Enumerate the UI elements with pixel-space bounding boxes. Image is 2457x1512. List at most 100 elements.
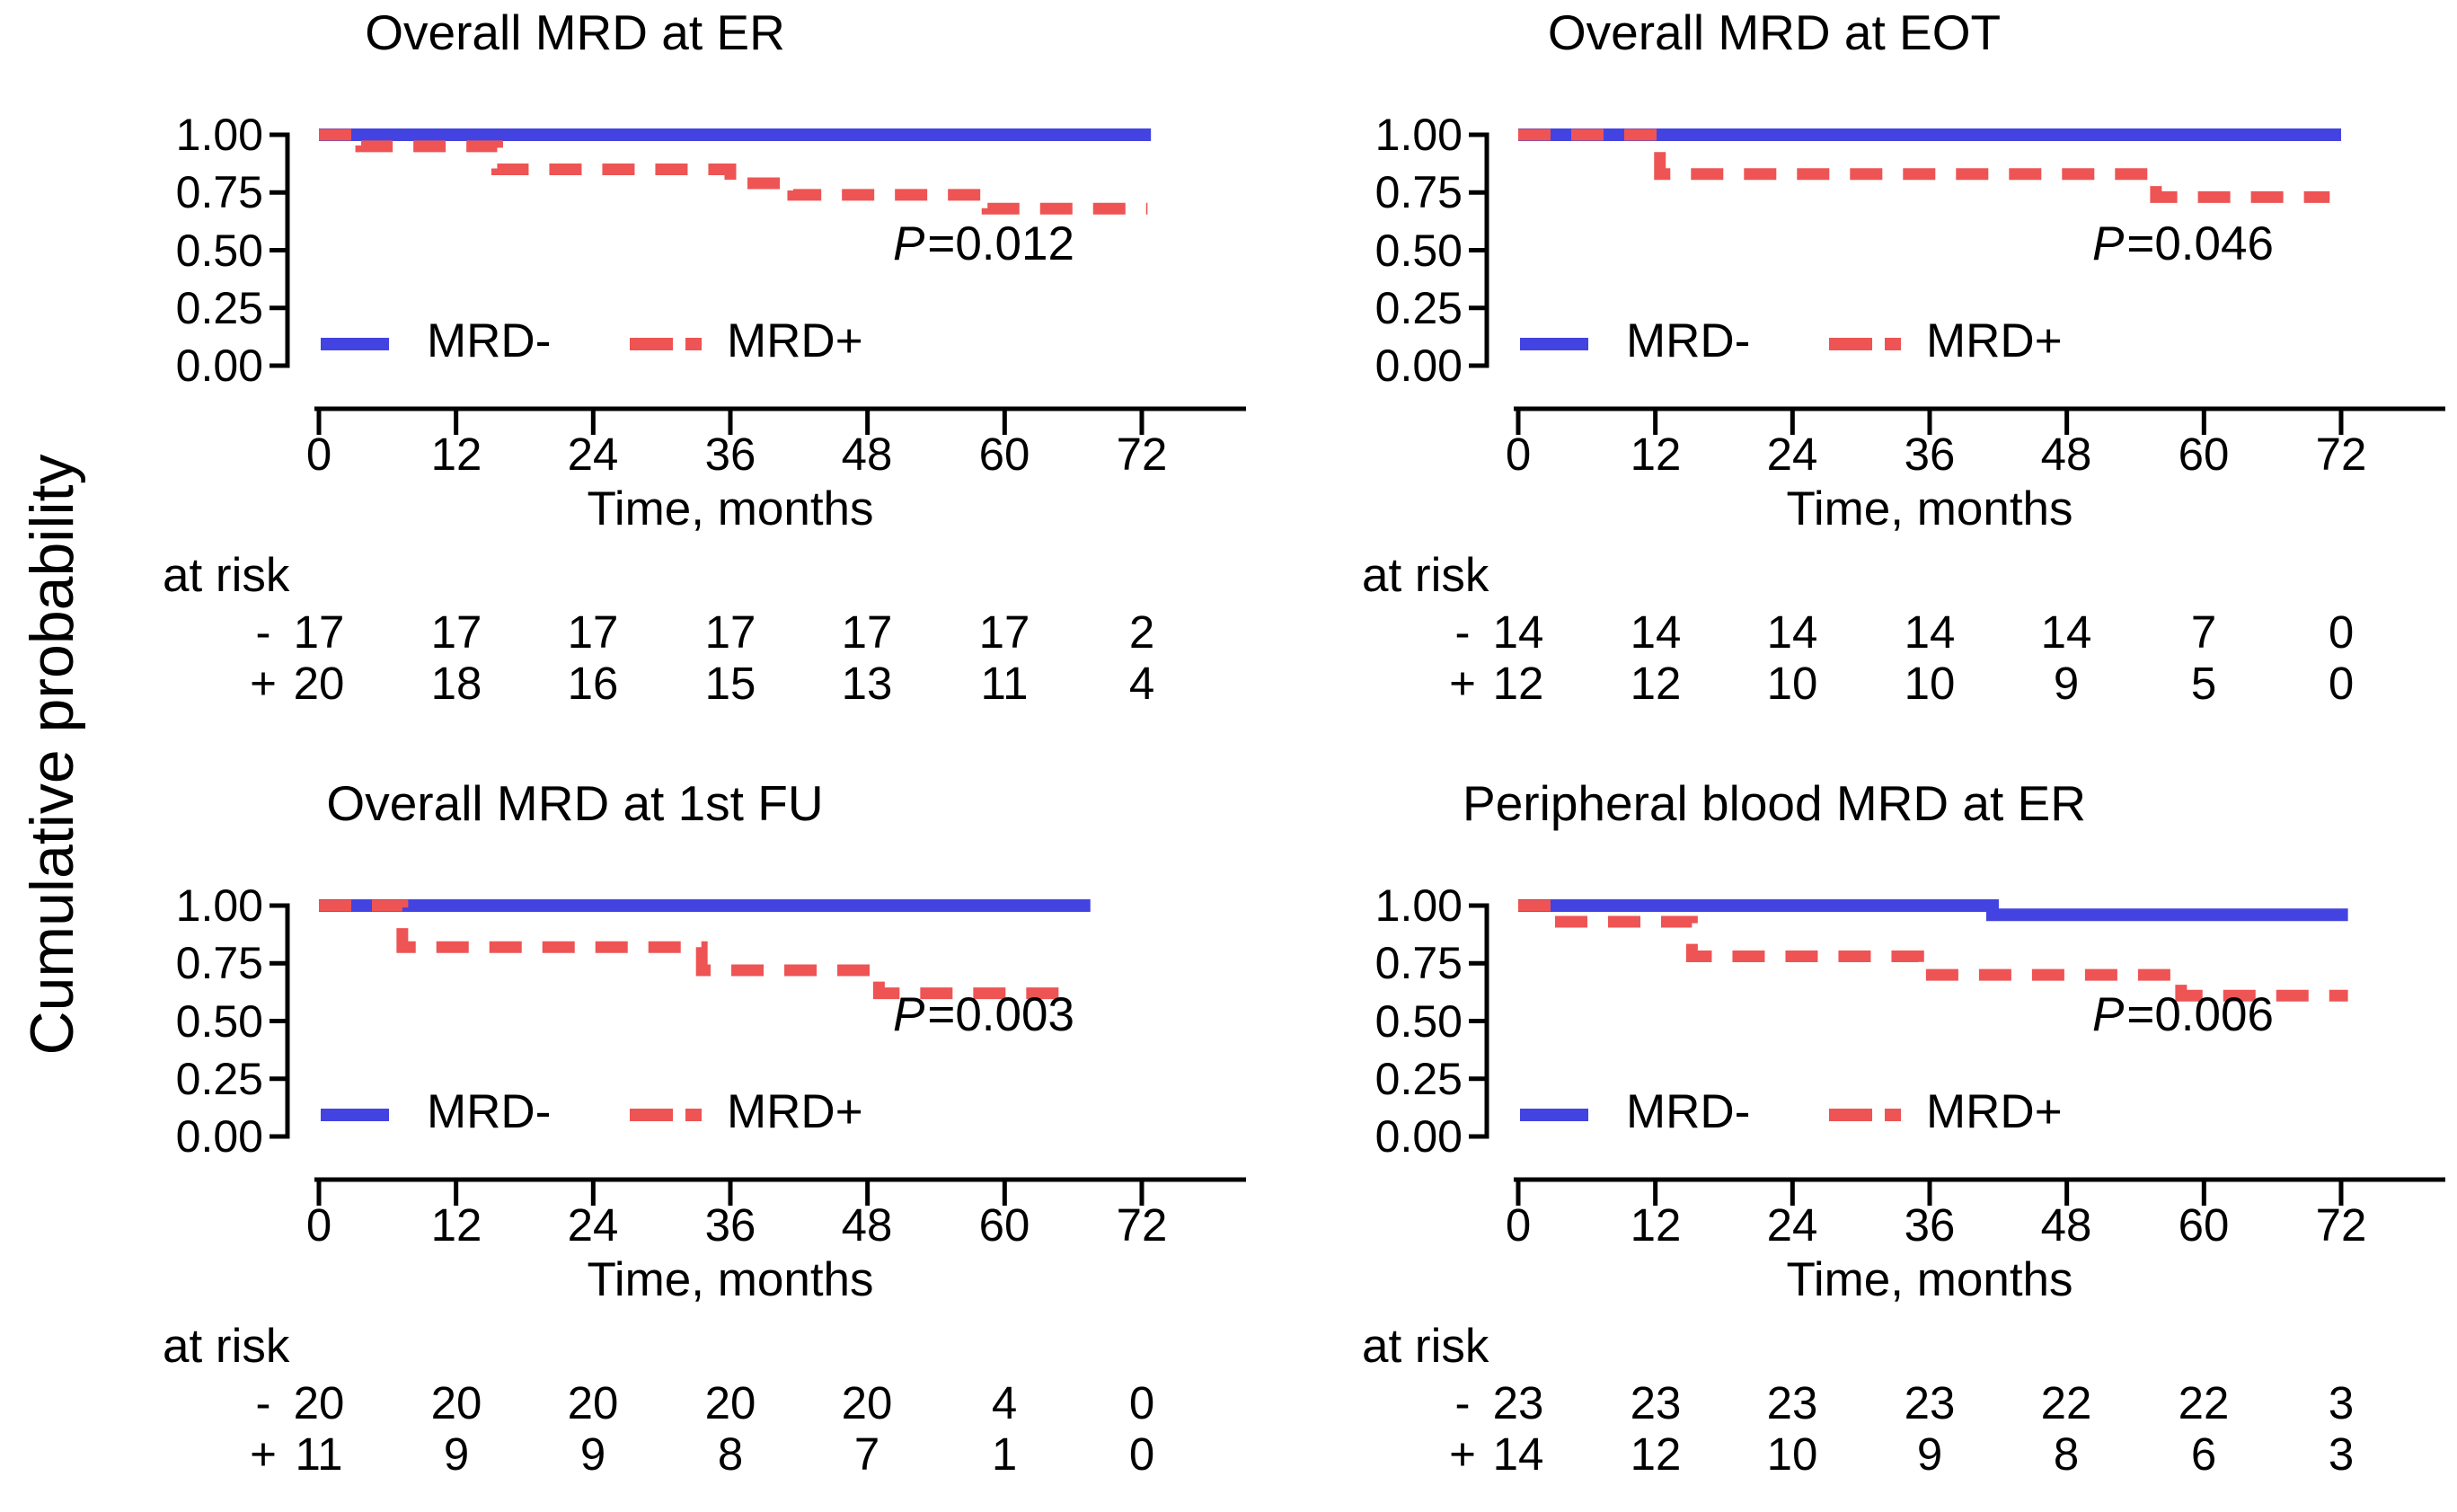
risk-count: 17 <box>841 606 893 658</box>
y-tick-label: 0.75 <box>175 938 263 988</box>
risk-count: 20 <box>567 1377 619 1428</box>
risk-count: 9 <box>579 1428 606 1480</box>
legend-label-mrd-negative: MRD- <box>427 1085 552 1138</box>
mrd-positive-swatch <box>630 1109 702 1121</box>
risk-count: 23 <box>1904 1377 1956 1428</box>
risk-count: 23 <box>1492 1377 1544 1428</box>
x-tick-labels: 0 12 24 36 48 60 72 <box>130 429 1258 480</box>
risk-row-sign: + <box>250 1428 277 1480</box>
p-symbol: P <box>2092 988 2125 1041</box>
legend-label-mrd-positive: MRD+ <box>727 314 863 367</box>
risk-count: 9 <box>2053 658 2080 709</box>
y-tick-label: 1.00 <box>1374 880 1463 931</box>
risk-row-sign: - <box>1454 606 1471 658</box>
risk-row-sign: - <box>255 606 271 658</box>
risk-count: 12 <box>1630 658 1682 709</box>
risk-count: 3 <box>2328 1377 2355 1428</box>
risk-row-negative: - 20 20 20 20 20 4 0 <box>130 1378 1258 1428</box>
risk-count: 16 <box>567 658 619 709</box>
x-tick-label: 48 <box>841 429 893 480</box>
risk-count: 1 <box>991 1428 1018 1480</box>
km-plot <box>1469 128 2445 435</box>
x-tick-label: 0 <box>1505 429 1532 480</box>
y-tick-label: 0.75 <box>1374 167 1463 217</box>
risk-count: 23 <box>1630 1377 1682 1428</box>
risk-count: 14 <box>1492 1428 1544 1480</box>
y-tick-label: 1.00 <box>175 110 263 160</box>
risk-count: 12 <box>1630 1428 1682 1480</box>
mrd-positive-swatch <box>1829 1109 1901 1121</box>
risk-count: 17 <box>704 606 756 658</box>
risk-count: 17 <box>978 606 1030 658</box>
risk-count: 9 <box>1916 1428 1943 1480</box>
mrd-negative-swatch <box>321 338 389 350</box>
risk-count: 9 <box>443 1428 470 1480</box>
x-tick-label: 72 <box>2315 429 2367 480</box>
km-plot <box>270 128 1246 435</box>
y-tick-label: 1.00 <box>1374 110 1463 160</box>
risk-row-sign: + <box>1449 658 1476 709</box>
risk-count: 0 <box>2328 658 2355 709</box>
mrd-positive-swatch <box>1829 338 1901 350</box>
panel-overall-mrd-at-er: Overall MRD at ER 1.00 0.75 0.50 0.25 0.… <box>130 0 1258 741</box>
y-tick-label: 0.25 <box>1374 283 1463 333</box>
mrd-negative-swatch <box>1520 1109 1588 1121</box>
x-tick-label: 72 <box>2315 1199 2367 1251</box>
risk-count: 0 <box>1128 1377 1155 1428</box>
y-tick-label: 0.00 <box>1374 340 1463 391</box>
risk-count: 4 <box>991 1377 1018 1428</box>
at-risk-label: at risk <box>1362 1320 1489 1373</box>
risk-row-negative: - 17 17 17 17 17 17 2 <box>130 607 1258 658</box>
risk-count: 11 <box>980 658 1029 709</box>
mrd-negative-swatch <box>321 1109 389 1121</box>
panel-title: Overall MRD at ER <box>365 4 785 60</box>
mrd-positive-curve <box>319 128 1148 215</box>
km-plot <box>270 899 1246 1206</box>
legend-label-mrd-positive: MRD+ <box>1926 1085 2063 1138</box>
p-value-text: =0.012 <box>927 217 1074 270</box>
risk-count: 20 <box>293 1377 345 1428</box>
x-tick-label: 36 <box>1904 1199 1956 1251</box>
p-value: P=0.003 <box>822 987 1145 1042</box>
p-symbol: P <box>2092 217 2125 270</box>
risk-count: 11 <box>295 1428 343 1480</box>
risk-count: 20 <box>704 1377 756 1428</box>
risk-count: 5 <box>2190 658 2217 709</box>
legend-label-mrd-negative: MRD- <box>1626 314 1751 367</box>
risk-count: 14 <box>1492 606 1544 658</box>
risk-count: 8 <box>2053 1428 2080 1480</box>
y-tick-label: 0.50 <box>1374 996 1463 1047</box>
risk-count: 17 <box>567 606 619 658</box>
risk-count: 6 <box>2190 1428 2217 1480</box>
y-tick-label: 0.75 <box>175 167 263 217</box>
x-tick-label: 48 <box>841 1199 893 1251</box>
risk-count: 18 <box>430 658 482 709</box>
risk-count: 2 <box>1128 606 1155 658</box>
risk-count: 22 <box>2178 1377 2230 1428</box>
risk-count: 20 <box>841 1377 893 1428</box>
risk-row-negative: - 23 23 23 23 22 22 3 <box>1330 1378 2457 1428</box>
risk-count: 10 <box>1766 1428 1818 1480</box>
legend-label-mrd-negative: MRD- <box>1626 1085 1751 1138</box>
y-tick-label: 0.50 <box>175 225 263 276</box>
x-axis-label: Time, months <box>587 1253 874 1306</box>
x-tick-label: 48 <box>2040 1199 2092 1251</box>
risk-row-sign: - <box>255 1377 271 1428</box>
risk-count: 10 <box>1904 658 1956 709</box>
x-tick-label: 72 <box>1116 429 1168 480</box>
risk-count: 14 <box>1630 606 1682 658</box>
mrd-positive-curve <box>1518 899 2348 1002</box>
risk-count: 20 <box>293 658 345 709</box>
at-risk-label: at risk <box>163 549 290 602</box>
at-risk-label: at risk <box>1362 549 1489 602</box>
panel-overall-mrd-at-1st-fu: Overall MRD at 1st FU 1.00 0.75 0.50 0.2… <box>130 771 1258 1512</box>
y-tick-label: 0.75 <box>1374 938 1463 988</box>
legend-label-mrd-negative: MRD- <box>427 314 552 367</box>
y-tick-label: 0.50 <box>175 996 263 1047</box>
x-tick-label: 36 <box>704 1199 756 1251</box>
mrd-negative-swatch <box>1520 338 1588 350</box>
x-tick-label: 0 <box>305 429 332 480</box>
y-tick-label: 1.00 <box>175 880 263 931</box>
legend-label-mrd-positive: MRD+ <box>727 1085 863 1138</box>
x-tick-label: 60 <box>978 1199 1030 1251</box>
